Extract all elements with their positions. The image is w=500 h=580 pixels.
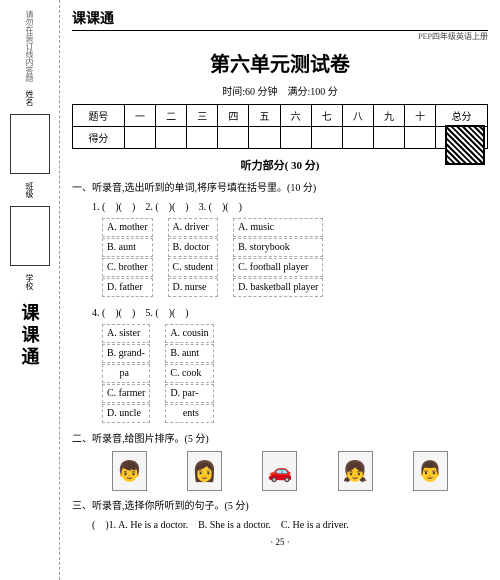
pic-2: 👩 (187, 451, 222, 491)
q2-head: 二、听录音,给图片排序。(5 分) (72, 430, 488, 445)
q1-nums: 1. ( )( ) 2. ( )( ) 3. ( )( ) (72, 198, 488, 213)
school-label: 学校 (24, 274, 35, 290)
pic-4: 👧 (338, 451, 373, 491)
name-label: 姓名 (24, 90, 35, 106)
q3-head: 三、听录音,选择你所听到的句子。(5 分) (72, 497, 488, 512)
class-box[interactable] (10, 206, 50, 266)
qr-code (445, 125, 485, 165)
book-edition: PEP四年级英语上册 (72, 31, 488, 42)
side-logo: 课课通 (17, 303, 43, 369)
class-label: 班级 (24, 182, 35, 198)
binding-note: 请勿在装订线内答题 (24, 10, 35, 82)
pic-3: 🚗 (262, 451, 297, 491)
q1-nums2: 4. ( )( ) 5. ( )( ) (72, 304, 488, 319)
listening-section: 听力部分( 30 分) (72, 157, 488, 173)
q2-pictures: 👦 👩 🚗 👧 👨 (72, 451, 488, 491)
score-table: 题号一二三四五六七八九十总分 得分 (72, 104, 488, 149)
name-box[interactable] (10, 114, 50, 174)
q3-line1: ( )1. A. He is a doctor. B. She is a doc… (72, 516, 488, 531)
q1-choices-row2: A. sisterB. grand- paC. farmerD. uncle A… (72, 323, 488, 424)
pic-5: 👨 (413, 451, 448, 491)
test-title: 第六单元测试卷 (72, 48, 488, 77)
test-meta: 时间:60 分钟 满分:100 分 (72, 83, 488, 98)
q1-head: 一、听录音,选出听到的单词,将序号填在括号里。(10 分) (72, 179, 488, 194)
brand-title: 课课通 (72, 8, 488, 28)
pic-1: 👦 (112, 451, 147, 491)
page-number: · 25 · (72, 537, 488, 547)
q1-choices-row1: A. motherB. auntC. brotherD. father A. d… (72, 217, 488, 298)
